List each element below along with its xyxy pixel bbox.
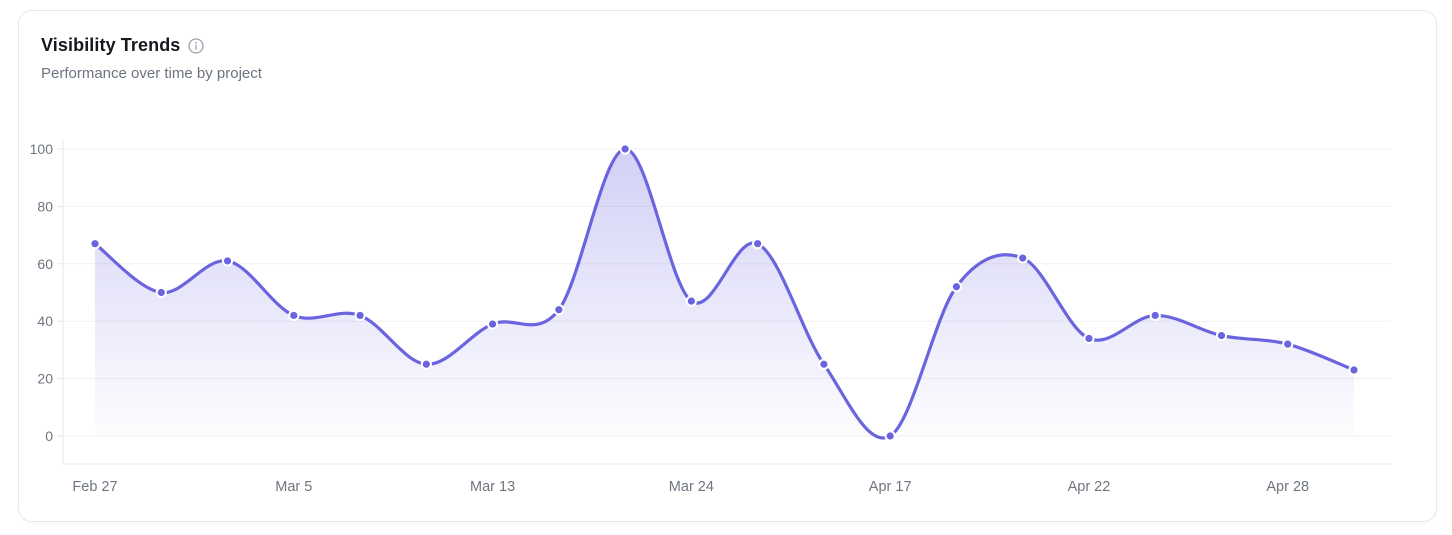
visibility-trends-chart-svg: 0 20 40 60 80 100 Feb 27 Mar 5 Mar 13 Mar 24 Apr 1… — [30, 139, 1391, 495]
x-axis-label: Feb 27 — [72, 479, 117, 495]
x-axis-label: Apr 28 — [1266, 479, 1309, 495]
chart-subtitle: Performance over time by project — [41, 65, 262, 82]
data-point[interactable] — [818, 358, 830, 370]
data-point[interactable] — [1215, 329, 1228, 342]
trend-area — [95, 148, 1354, 439]
data-point[interactable] — [354, 309, 366, 322]
x-axis-label: Mar 13 — [470, 479, 515, 495]
data-point[interactable] — [752, 238, 764, 250]
y-axis-label: 60 — [37, 256, 53, 272]
y-axis-label: 100 — [30, 141, 54, 157]
y-axis-label: 40 — [37, 313, 53, 329]
y-axis-label: 0 — [45, 428, 53, 444]
data-point[interactable] — [1282, 338, 1294, 350]
data-point[interactable] — [221, 255, 234, 267]
data-point[interactable] — [1017, 252, 1029, 264]
info-icon[interactable] — [188, 38, 205, 54]
data-point[interactable] — [553, 304, 565, 316]
x-axis-label: Mar 24 — [669, 479, 714, 495]
x-axis-label: Mar 5 — [275, 479, 312, 495]
data-point[interactable] — [288, 309, 300, 322]
y-axis-label: 20 — [37, 371, 53, 387]
chart-plot-area: 0 20 40 60 80 100 Feb 27 Mar 5 Mar 13 Mar 24 Apr 1… — [19, 93, 1438, 523]
card-header: Visibility Trends Performance over time … — [19, 11, 1436, 82]
data-point[interactable] — [89, 238, 101, 250]
data-point[interactable] — [155, 286, 167, 299]
data-point[interactable] — [950, 281, 963, 293]
data-point[interactable] — [619, 143, 631, 155]
data-point[interactable] — [1083, 332, 1095, 345]
data-point[interactable] — [420, 358, 432, 370]
data-point[interactable] — [884, 430, 896, 442]
visibility-trends-card: Visibility Trends Performance over time … — [18, 10, 1437, 522]
data-point[interactable] — [486, 318, 499, 330]
y-axis-label: 80 — [37, 198, 53, 214]
data-point[interactable] — [1348, 364, 1360, 376]
data-point[interactable] — [1149, 309, 1161, 322]
chart-title: Visibility Trends — [41, 35, 181, 55]
x-axis-label: Apr 17 — [869, 479, 912, 495]
trend-line — [93, 147, 1356, 440]
data-point[interactable] — [685, 295, 697, 307]
x-axis-label: Apr 22 — [1068, 479, 1111, 495]
